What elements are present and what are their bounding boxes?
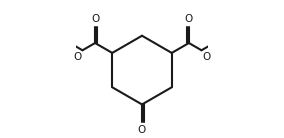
Text: O: O <box>185 14 193 24</box>
Text: O: O <box>91 14 99 24</box>
Text: O: O <box>203 52 211 62</box>
Text: O: O <box>138 125 146 135</box>
Text: O: O <box>73 52 81 62</box>
